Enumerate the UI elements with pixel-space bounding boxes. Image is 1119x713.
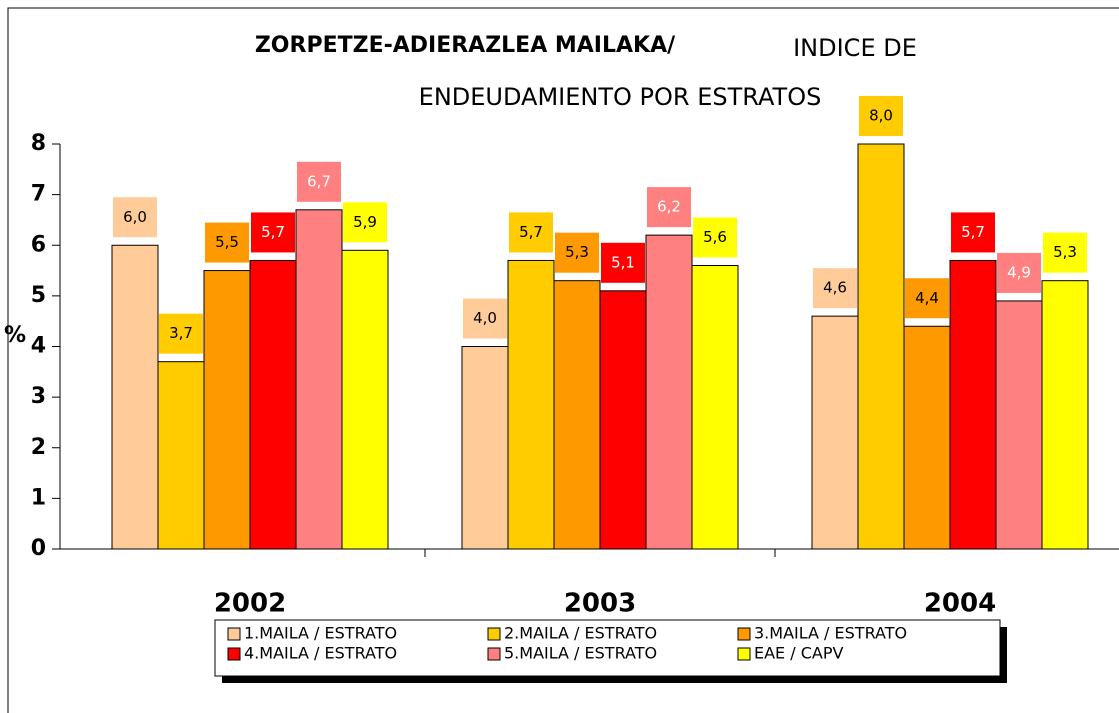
legend-label: 4.MAILA / ESTRATO <box>244 644 397 663</box>
legend-label: EAE / CAPV <box>754 644 843 663</box>
value-label-box <box>905 278 949 319</box>
value-label: 5,1 <box>611 253 635 271</box>
y-tick-label: 8 <box>31 131 46 156</box>
legend-label: 3.MAILA / ESTRATO <box>754 624 907 643</box>
value-label-box <box>205 222 249 263</box>
legend-label: 5.MAILA / ESTRATO <box>504 644 657 663</box>
value-label-box <box>601 242 645 283</box>
y-tick-label: 1 <box>31 485 46 510</box>
bar <box>645 234 693 550</box>
value-label: 6,7 <box>307 172 331 190</box>
bar <box>341 249 389 550</box>
value-label-box <box>113 197 157 238</box>
value-label-box <box>693 217 737 258</box>
x-tick-label: 2004 <box>924 589 996 619</box>
bar <box>599 290 647 550</box>
bar <box>249 259 297 550</box>
value-label: 5,7 <box>519 223 543 241</box>
x-tick-label: 2003 <box>564 589 636 619</box>
value-label: 4,4 <box>915 289 939 307</box>
value-label: 4,6 <box>823 279 847 297</box>
bar <box>157 361 205 550</box>
value-label-box <box>555 232 599 273</box>
value-label: 6,2 <box>657 198 681 216</box>
bar <box>553 280 601 550</box>
value-label: 4,9 <box>1007 263 1031 281</box>
y-tick-label: 7 <box>31 182 46 207</box>
chart-title: ZORPETZE-ADIERAZLEA MAILAKA/ <box>255 33 676 58</box>
legend-swatch <box>487 627 501 641</box>
value-label-box <box>297 161 341 202</box>
value-label: 5,9 <box>353 213 377 231</box>
legend-swatch <box>737 627 751 641</box>
legend-swatch <box>737 647 751 661</box>
value-label-box <box>951 212 995 253</box>
value-label: 8,0 <box>869 107 893 125</box>
y-tick-label: 5 <box>31 283 46 308</box>
value-label: 4,0 <box>473 309 497 327</box>
bar <box>691 265 739 550</box>
value-label: 5,5 <box>215 233 239 251</box>
bar <box>903 325 951 550</box>
chart-subtitle: INDICE DE <box>793 34 917 62</box>
chart-subtitle: ENDEUDAMIENTO POR ESTRATOS <box>419 83 822 111</box>
value-label-box <box>509 212 553 253</box>
bar <box>295 209 343 550</box>
value-label: 5,7 <box>961 223 985 241</box>
y-axis-label: % <box>4 323 26 348</box>
value-label: 3,7 <box>169 324 193 342</box>
bar <box>461 346 509 550</box>
bar <box>949 259 997 550</box>
value-label: 5,6 <box>703 228 727 246</box>
y-tick-label: 0 <box>31 536 46 561</box>
legend-label: 2.MAILA / ESTRATO <box>504 624 657 643</box>
value-label-box <box>159 313 203 354</box>
y-tick-label: 4 <box>31 334 46 359</box>
value-label: 6,0 <box>123 208 147 226</box>
legend-swatch <box>487 647 501 661</box>
x-tick-label: 2002 <box>214 589 286 619</box>
bar <box>1041 280 1089 550</box>
value-label-box <box>251 212 295 253</box>
legend <box>214 619 1001 677</box>
value-label-box <box>997 252 1041 293</box>
value-label-box <box>1043 232 1087 273</box>
value-label-box <box>463 298 507 339</box>
frame <box>7 7 1119 713</box>
legend-swatch <box>227 647 241 661</box>
legend-label: 1.MAILA / ESTRATO <box>244 624 397 643</box>
y-tick-label: 6 <box>31 232 46 257</box>
bar <box>203 270 251 550</box>
value-label-box <box>859 96 903 136</box>
value-label-box <box>813 268 857 309</box>
value-label: 5,7 <box>261 223 285 241</box>
bar <box>857 143 905 550</box>
legend-swatch <box>227 627 241 641</box>
value-label: 5,3 <box>565 243 589 261</box>
value-label-box <box>647 187 691 228</box>
bar <box>995 300 1043 550</box>
bar <box>507 259 555 550</box>
bar <box>111 244 159 550</box>
y-tick-label: 3 <box>31 384 46 409</box>
value-label-box <box>343 202 387 243</box>
value-label: 5,3 <box>1053 243 1077 261</box>
y-tick-label: 2 <box>31 435 46 460</box>
bar <box>811 315 859 550</box>
